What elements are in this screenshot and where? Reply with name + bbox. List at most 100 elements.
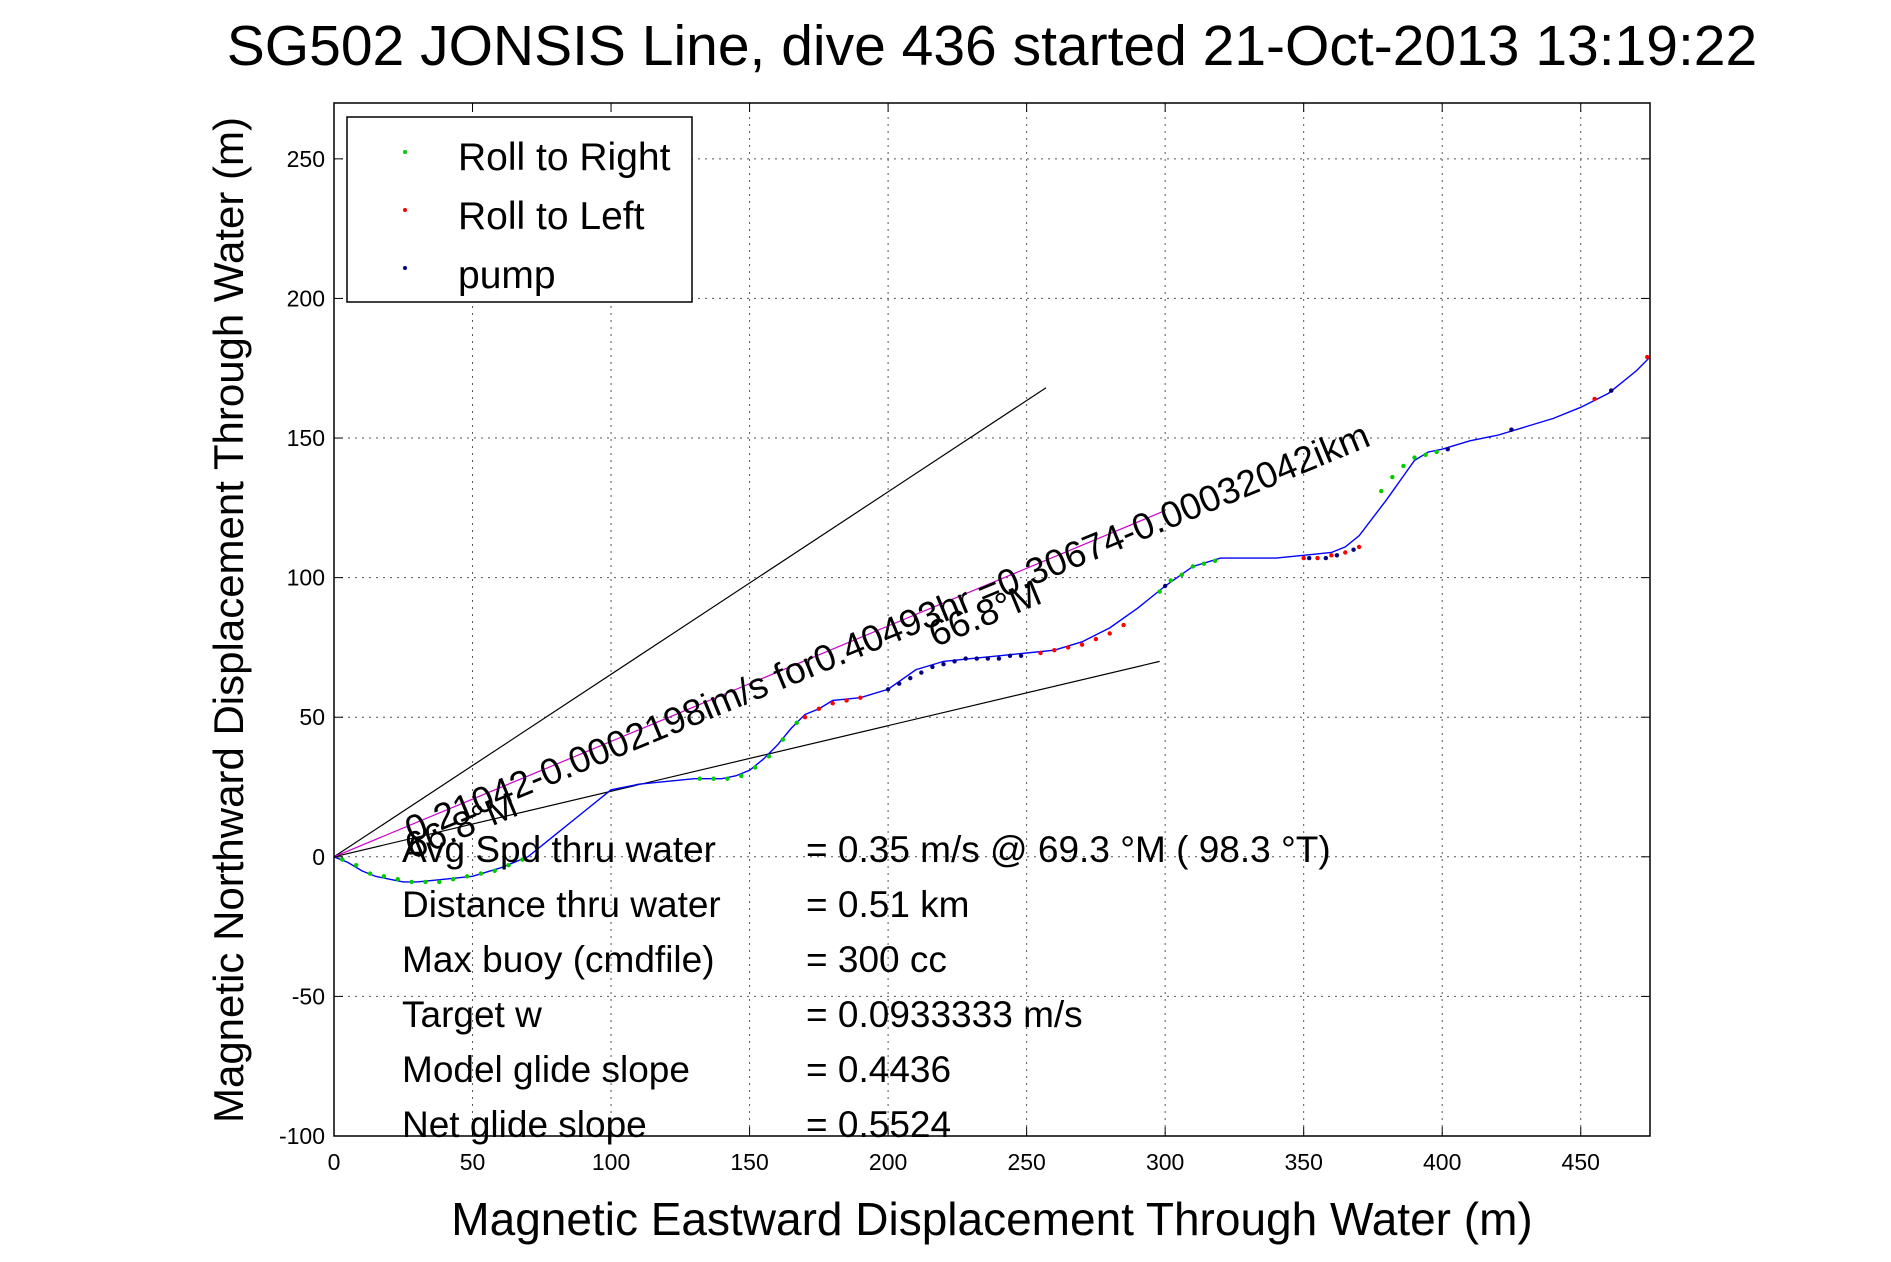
pump-point	[952, 659, 957, 664]
pump-point	[1162, 583, 1168, 589]
roll-left-point	[1315, 555, 1320, 561]
stat-label-distance: Distance thru water	[402, 884, 721, 925]
bearing-line	[333, 660, 1160, 858]
x-axis-label: Magnetic Eastward Displacement Through W…	[451, 1193, 1532, 1245]
stat-value-target-w: = 0.0933333 m/s	[806, 994, 1083, 1035]
roll-left-point	[1301, 555, 1306, 561]
pump-point	[985, 656, 991, 661]
roll-right-point	[423, 879, 428, 885]
roll-left-point	[816, 706, 822, 712]
x-tick-label: 450	[1562, 1149, 1600, 1175]
chart-title: SG502 JONSIS Line, dive 436 started 21-O…	[227, 14, 1757, 78]
roll-left-point	[1038, 650, 1043, 656]
pump-point	[885, 687, 891, 692]
roll-left-point	[802, 715, 808, 720]
roll-right-point	[340, 857, 345, 862]
roll-right-point	[725, 776, 730, 781]
roll-right-point	[1190, 564, 1196, 569]
roll-right-point	[697, 776, 702, 781]
roll-left-point	[1343, 550, 1348, 555]
roll-left-point	[1592, 396, 1597, 402]
stats-block: Avg Spd thru water = 0.35 m/s @ 69.3 °M …	[402, 829, 1331, 1145]
pump-point	[1334, 553, 1340, 558]
stat-value-distance: = 0.51 km	[806, 884, 970, 925]
legend-marker-roll-left	[403, 208, 407, 212]
roll-left-point	[1645, 354, 1650, 360]
roll-right-point	[437, 879, 442, 885]
pump-point	[1323, 555, 1329, 561]
roll-right-point	[1201, 561, 1207, 566]
stat-value-avg-speed: = 0.35 m/s @ 69.3 °M ( 98.3 °T)	[806, 829, 1331, 870]
legend-marker-pump	[403, 266, 407, 270]
stat-label-max-buoy: Max buoy (cmdfile)	[402, 939, 715, 980]
roll-right-point	[711, 776, 716, 781]
roll-left-point	[1107, 631, 1112, 636]
pump-point	[941, 661, 946, 667]
roll-right-point	[1423, 452, 1428, 457]
roll-right-point	[450, 876, 456, 882]
roll-right-point	[739, 773, 744, 779]
y-tick-label: -50	[292, 983, 325, 1009]
pump-point	[1018, 653, 1024, 658]
roll-right-point	[794, 720, 799, 725]
stat-value-net-glide: = 0.5524	[806, 1104, 951, 1145]
stat-label-net-glide: Net glide slope	[402, 1104, 647, 1145]
pump-point	[963, 656, 968, 661]
pump-point	[930, 664, 935, 670]
y-tick-label: -100	[279, 1123, 325, 1149]
legend-marker-roll-right	[403, 150, 407, 154]
legend-label-roll-left: Roll to Left	[458, 195, 645, 238]
pump-point	[996, 656, 1002, 661]
y-tick-label: 50	[299, 704, 325, 730]
legend-label-roll-right: Roll to Right	[458, 136, 671, 179]
x-tick-label: 50	[460, 1149, 486, 1175]
roll-left-point	[1052, 648, 1057, 653]
roll-right-point	[1168, 578, 1173, 583]
roll-right-point	[1379, 488, 1384, 494]
y-tick-label: 200	[287, 285, 325, 311]
x-tick-label: 300	[1146, 1149, 1184, 1175]
roll-right-point	[1390, 474, 1395, 480]
pump-point	[1509, 427, 1514, 432]
roll-right-point	[766, 754, 772, 759]
legend: Roll to Right Roll to Left pump	[346, 116, 693, 303]
roll-left-point	[1121, 622, 1126, 628]
roll-right-point	[353, 862, 359, 868]
y-tick-label: 150	[287, 425, 325, 451]
roll-left-point	[1356, 544, 1362, 550]
series-layer	[333, 354, 1651, 885]
roll-right-point	[752, 765, 758, 770]
pump-point	[1609, 388, 1614, 393]
x-tick-label: 0	[328, 1149, 341, 1175]
stat-label-avg-speed: Avg Spd thru water	[402, 829, 716, 870]
roll-right-point	[520, 857, 525, 862]
y-tick-label: 250	[287, 146, 325, 172]
stat-value-model-glide: = 0.4436	[806, 1049, 951, 1090]
x-tick-label: 350	[1284, 1149, 1322, 1175]
stat-label-model-glide: Model glide slope	[402, 1049, 690, 1090]
roll-right-point	[1157, 589, 1162, 594]
x-tick-label: 150	[730, 1149, 768, 1175]
roll-right-point	[506, 862, 511, 868]
x-tick-label: 250	[1007, 1149, 1045, 1175]
current-line	[333, 510, 1166, 858]
pump-point	[1351, 547, 1356, 552]
pump-point	[1307, 555, 1312, 561]
x-tick-label: 200	[869, 1149, 907, 1175]
plot-frame	[333, 102, 1651, 1137]
roll-left-point	[1079, 642, 1085, 647]
y-tick-label: 100	[287, 565, 325, 591]
roll-right-point	[367, 871, 373, 876]
roll-left-point	[858, 695, 863, 700]
roll-right-point	[1179, 572, 1184, 578]
pump-point	[1445, 446, 1450, 452]
x-tick-label: 100	[592, 1149, 630, 1175]
bearing-line	[333, 387, 1047, 858]
roll-right-point	[1434, 449, 1439, 455]
roll-right-point	[492, 868, 497, 873]
roll-right-point	[1212, 558, 1218, 564]
y-axis-label: Magnetic Northward Displacement Through …	[205, 117, 252, 1123]
track-line	[333, 356, 1651, 883]
axis-ticks: 0 50 100 150 200 250 300 350 400 450 -100 -50 0 50 100…	[279, 103, 1650, 1175]
